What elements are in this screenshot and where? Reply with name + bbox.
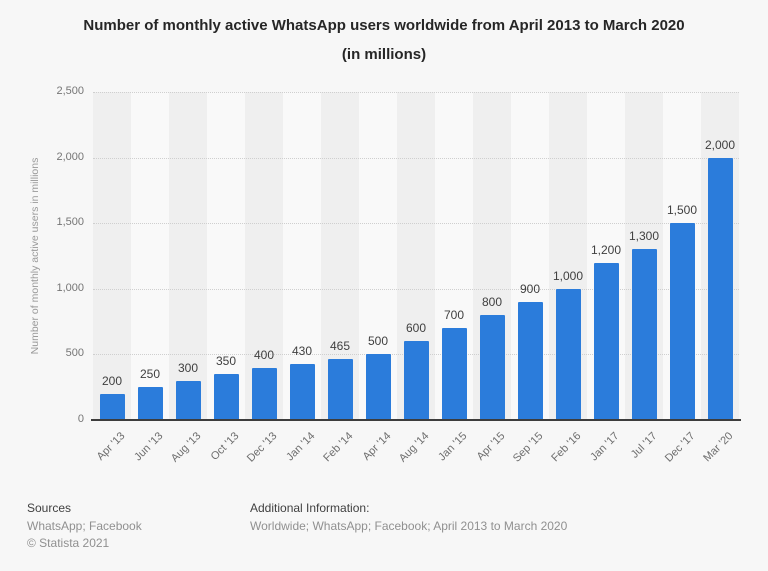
plot-column-stripe	[169, 92, 207, 420]
y-tick-label: 500	[65, 347, 84, 360]
bar-value-label: 430	[291, 343, 313, 358]
plot-area: 200 250 300 350 400 430 465 500 600 700 800 900 1,00…	[93, 92, 739, 420]
bar[interactable]	[137, 387, 163, 420]
bar[interactable]	[365, 354, 391, 420]
bar-value-label: 465	[329, 339, 351, 353]
y-axis-ticks: 0 500 1,000 1,500 2,000 2,500	[0, 85, 84, 425]
bar-value-label: 800	[481, 295, 503, 310]
y-tick-label: 1,000	[56, 281, 84, 294]
bar[interactable]	[479, 315, 505, 420]
x-axis-ticks: Apr '13 Jun '13 Aug '13 Oct '13 Dec '13 Jan '…	[93, 421, 739, 496]
plot-column-stripe	[93, 92, 131, 420]
sources-label: Sources	[27, 501, 72, 515]
bar[interactable]	[707, 157, 733, 420]
bar[interactable]	[327, 359, 353, 420]
gridline	[93, 157, 739, 159]
plot-column-stripe	[207, 92, 245, 420]
y-tick-label: 2,500	[56, 85, 84, 97]
additional-info-label: Additional Information:	[250, 501, 370, 515]
additional-info-text: Worldwide; WhatsApp; Facebook; April 201…	[250, 518, 568, 533]
chart-title: Number of monthly active WhatsApp users …	[0, 11, 768, 69]
additional-info-block: Additional Information: Worldwide; Whats…	[250, 500, 567, 535]
bar-value-label: 300	[177, 360, 199, 375]
bar[interactable]	[669, 223, 695, 420]
gridline	[93, 92, 739, 93]
bar[interactable]	[441, 328, 467, 420]
bar-value-label: 400	[253, 347, 275, 362]
bar[interactable]	[99, 393, 125, 420]
bar-value-label: 200	[101, 373, 123, 388]
bar[interactable]	[403, 341, 429, 420]
bar-value-label: 700	[443, 308, 465, 323]
bar[interactable]	[251, 367, 277, 420]
sources-text: WhatsApp; Facebook	[27, 518, 142, 533]
bar-value-label: 350	[215, 354, 237, 369]
bar-value-label: 1,500	[666, 203, 698, 218]
bar-value-label: 1,300	[628, 229, 660, 244]
chart-title-line1: Number of monthly active WhatsApp users …	[83, 17, 685, 34]
gridline	[93, 223, 739, 225]
bar-value-label: 250	[139, 367, 161, 382]
y-tick-label: 2,000	[56, 150, 84, 163]
bar-value-label: 900	[519, 281, 541, 296]
bar-value-label: 600	[405, 321, 427, 336]
bar[interactable]	[593, 262, 619, 420]
bar-value-label: 1,000	[552, 268, 584, 283]
chart-title-line2: (in millions)	[341, 46, 427, 63]
gridline	[93, 288, 739, 290]
bar[interactable]	[517, 301, 543, 420]
bar[interactable]	[213, 374, 239, 420]
x-axis-line	[91, 419, 741, 421]
y-tick-label: 0	[77, 413, 84, 425]
bar[interactable]	[555, 288, 581, 420]
bar-value-label: 2,000	[704, 137, 736, 152]
bar-value-label: 500	[367, 334, 389, 349]
bar-value-label: 1,200	[590, 242, 622, 257]
plot-column-stripe	[245, 92, 283, 420]
bar[interactable]	[175, 380, 201, 420]
sources-block: Sources WhatsApp; Facebook © Statista 20…	[27, 500, 142, 553]
plot-column-stripe	[131, 92, 169, 420]
copyright-text: © Statista 2021	[27, 536, 110, 550]
bar[interactable]	[289, 363, 315, 420]
y-tick-label: 1,500	[56, 216, 84, 229]
bar[interactable]	[631, 249, 657, 420]
